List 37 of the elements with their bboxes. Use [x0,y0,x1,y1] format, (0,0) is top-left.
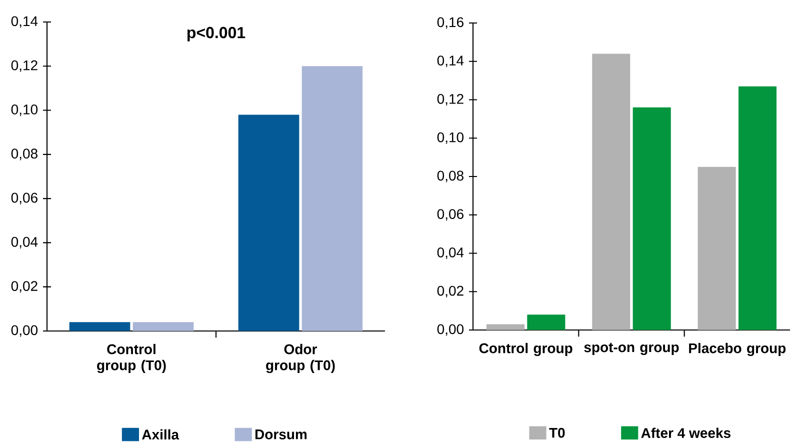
annotation: p<0.001 [187,26,246,42]
bar [302,66,363,331]
bar [592,54,630,330]
bar [527,314,566,330]
bar [698,166,736,330]
y-tick-label: 0,14 [11,16,38,28]
y-tick-label: 0,06 [437,209,464,221]
x-tick-label: Odor group (T0) [266,344,335,374]
y-tick-label: 0,00 [11,325,38,337]
legend-label: Dorsum [255,430,307,440]
y-tick-label: 0,00 [437,324,464,336]
x-tick-label: spot-on group [584,342,679,356]
y-tick-label: 0,06 [11,192,38,204]
y-tick-label: 0,16 [437,17,464,29]
legend-label: After 4 weeks [641,428,730,438]
y-tick-label: 0,04 [437,247,464,260]
y-tick-label: 0,14 [437,56,464,68]
y-tick-label: 0,04 [11,236,38,248]
bar [632,107,671,330]
bar [238,114,300,331]
x-tick-label: Placebo group [689,342,786,356]
y-tick-label: 0,02 [437,286,464,298]
y-tick-label: 0,08 [11,148,38,160]
legend-label: Axilla [142,429,180,440]
bar [132,322,194,331]
bar [69,322,130,331]
bar [486,324,524,330]
y-tick-label: 0,10 [11,104,38,116]
y-tick-label: 0,12 [437,94,464,106]
y-tick-label: 0,08 [437,170,464,182]
x-tick-label: Control group [479,342,572,356]
x-tick-label: Control group (T0) [97,344,166,374]
y-tick-label: 0,02 [11,281,38,293]
y-tick-label: 0,12 [11,60,38,72]
y-tick-label: 0,10 [437,132,464,144]
bar [738,86,777,330]
legend-label: T0 [549,428,565,438]
